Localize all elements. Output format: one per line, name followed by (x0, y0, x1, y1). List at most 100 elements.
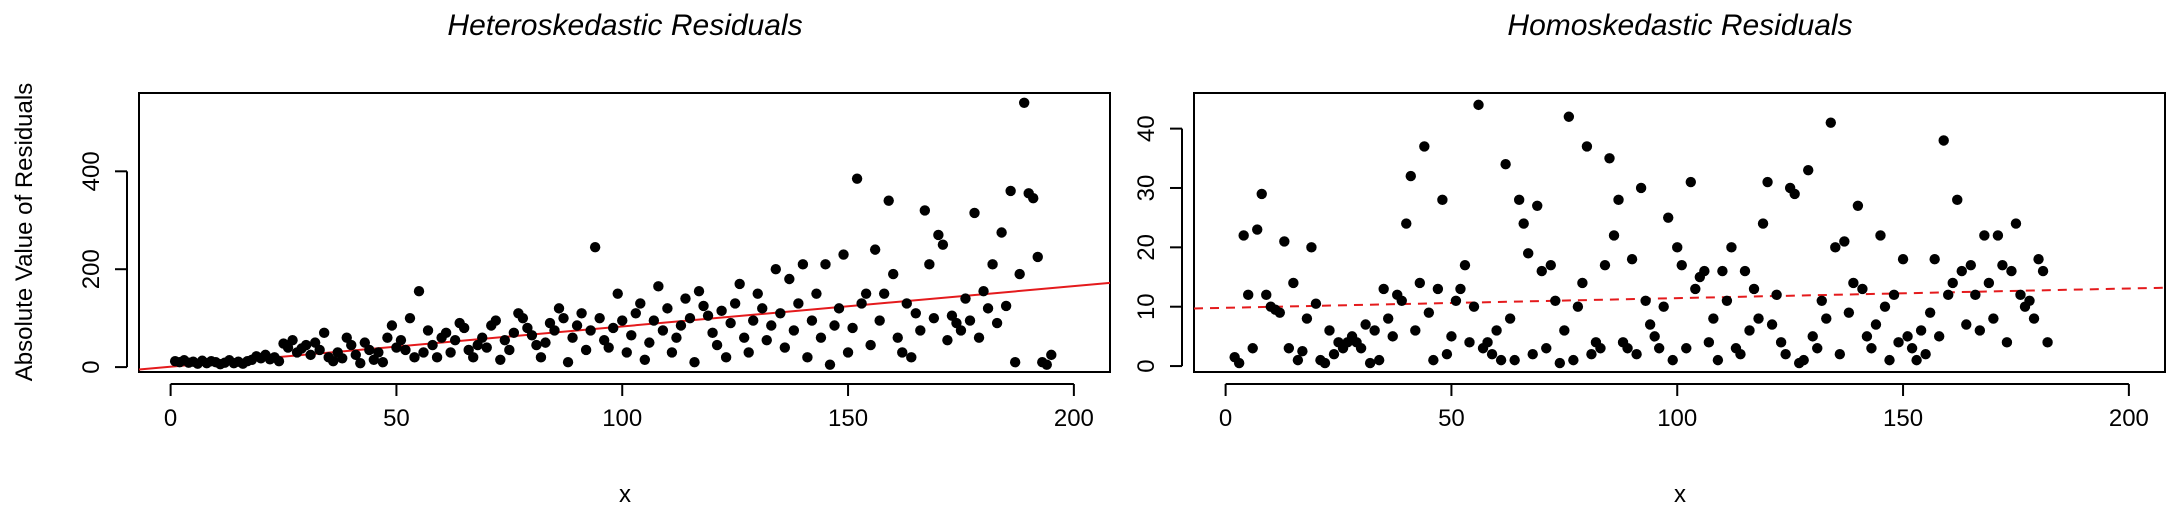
data-point (1992, 230, 2004, 241)
data-point (1929, 254, 1940, 265)
data-point (937, 239, 949, 250)
data-point (1532, 200, 1543, 211)
data-point (766, 320, 777, 331)
data-point (1414, 277, 1426, 289)
data-point (1821, 313, 1832, 324)
data-point (1803, 164, 1814, 176)
data-point (1410, 325, 1421, 336)
data-point (1947, 277, 1958, 289)
data-point (1757, 218, 1769, 229)
data-point (508, 327, 520, 339)
data-point (1997, 259, 2008, 271)
data-point (1690, 283, 1701, 295)
data-point (1261, 289, 1272, 301)
data-point (1046, 349, 1057, 361)
data-point (526, 330, 538, 341)
data-point (418, 347, 429, 358)
data-point (1789, 188, 1800, 200)
data-point (1888, 289, 1900, 301)
data-point (1748, 283, 1760, 295)
x-tick-label: 200 (2109, 405, 2149, 432)
data-point (1893, 337, 1904, 348)
data-point (626, 330, 637, 341)
data-point (1965, 259, 1977, 271)
data-point (802, 352, 813, 363)
data-point (1577, 277, 1588, 289)
data-point (671, 332, 682, 343)
data-point (1288, 277, 1299, 289)
data-point (1536, 265, 1547, 277)
data-point (1667, 354, 1678, 366)
data-point (1032, 251, 1043, 263)
data-point (1753, 313, 1764, 324)
data-point (982, 303, 994, 314)
data-point (377, 357, 389, 368)
data-point (1364, 357, 1376, 369)
data-point (829, 320, 840, 331)
plot-frame (138, 92, 1111, 373)
data-point (2015, 289, 2026, 301)
data-point (1924, 307, 1936, 318)
data-point (1843, 307, 1855, 318)
data-point (585, 325, 596, 336)
data-point (1956, 265, 1967, 277)
x-tick-label: 150 (1883, 405, 1923, 432)
data-point (1703, 337, 1715, 348)
data-point (1712, 354, 1724, 366)
data-point (400, 344, 411, 356)
data-point (1595, 343, 1606, 354)
data-point (1988, 313, 1999, 324)
data-point (589, 241, 601, 253)
y-tick-label: 30 (1133, 175, 1160, 202)
data-point (1933, 331, 1945, 342)
data-point (869, 244, 881, 255)
data-point (1717, 265, 1728, 277)
data-point (1432, 283, 1444, 295)
data-point (910, 308, 921, 319)
data-point (1897, 254, 1909, 265)
data-point (933, 229, 944, 241)
data-point (969, 207, 980, 219)
data-point (833, 303, 845, 314)
data-point (1943, 289, 1954, 301)
data-point (1527, 348, 1538, 360)
data-point (1504, 313, 1516, 324)
data-point (1009, 357, 1021, 368)
data-point (1355, 343, 1367, 354)
data-point (901, 298, 912, 309)
data-point (644, 337, 655, 348)
data-point (1028, 193, 1039, 204)
data-point (924, 259, 935, 270)
data-point (1550, 295, 1561, 306)
data-point (2042, 337, 2053, 348)
data-point (1672, 242, 1683, 253)
data-point (1509, 354, 1520, 366)
data-point (576, 308, 587, 319)
fit-line (1193, 286, 2166, 310)
data-point (1373, 354, 1385, 366)
data-point (1879, 301, 1891, 312)
data-point (1428, 354, 1439, 366)
data-point (571, 320, 583, 331)
data-point (1256, 188, 1267, 200)
data-point (504, 344, 515, 356)
data-point (1283, 343, 1295, 354)
data-point (2024, 295, 2035, 306)
data-point (1780, 348, 1791, 360)
data-point (1852, 200, 1864, 211)
data-point (413, 286, 425, 297)
data-point (811, 288, 822, 299)
data-point (540, 337, 551, 348)
data-point (621, 347, 632, 358)
data-point (427, 339, 438, 351)
data-point (675, 320, 687, 331)
data-point (1744, 325, 1755, 336)
y-axis: 0 10 20 30 40 (1133, 115, 1183, 373)
data-point (960, 293, 971, 304)
data-point (382, 332, 393, 343)
data-point (549, 325, 560, 336)
data-point (617, 315, 628, 326)
data-point (1581, 141, 1593, 152)
data-point (1455, 283, 1466, 295)
data-point (1405, 170, 1416, 182)
